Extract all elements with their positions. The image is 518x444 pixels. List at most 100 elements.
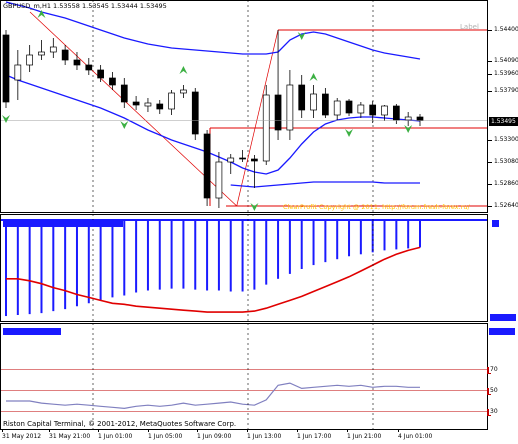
triangle-down-leg [29, 11, 237, 207]
time-axis-label: 1 Jun 17:00 [297, 433, 332, 440]
candle-bull [357, 104, 365, 114]
candle-bear [322, 93, 329, 116]
price-chart-pane[interactable]: GBPUSD_m,H1 1.53558 1.53545 1.53444 1.53… [0, 0, 518, 213]
candle-bull [227, 157, 235, 163]
time-axis-label: 1 Jun 13:00 [247, 433, 282, 440]
candle-bear [73, 59, 81, 66]
price-pane-border [0, 0, 488, 213]
signal-line [6, 246, 421, 313]
time-axis-label: 1 Jun 01:00 [98, 433, 133, 440]
candle-bull [168, 92, 175, 110]
sell-arrow-icon [2, 115, 10, 123]
sell-arrow-icon [120, 121, 129, 129]
indicator-1-canvas[interactable] [0, 214, 518, 322]
buy-arrow-icon [309, 73, 318, 81]
candle-bear [191, 91, 199, 135]
candle-bull [333, 100, 341, 116]
time-axis-tick [148, 429, 149, 432]
candle-bear [392, 105, 400, 121]
time-axis-tick [247, 429, 248, 432]
candle-bear [239, 157, 246, 160]
current-price-tag: 1.53495 [489, 116, 518, 126]
time-axis-label: 1 Jun 21:00 [347, 433, 382, 440]
sell-arrow-icon [250, 203, 259, 211]
indicator-2-pane[interactable]: 70 50 30 [0, 323, 518, 430]
candle-bull [404, 116, 412, 121]
price-scale-tick [488, 184, 492, 185]
candle-bull [286, 84, 294, 131]
candle-bull [262, 94, 270, 162]
indicator-2-canvas[interactable] [0, 323, 518, 430]
candle-bear [345, 100, 353, 114]
indicator-2-scale-mark-top [489, 328, 515, 335]
time-axis-label: 4 Jun 01:00 [398, 433, 433, 440]
level-label: 70 [489, 365, 499, 373]
time-axis-tick [398, 429, 399, 432]
price-scale-label: 1.53300 [494, 136, 518, 143]
time-axis-tick [98, 429, 99, 432]
buy-arrow-icon [37, 10, 46, 18]
time-axis-tick [347, 429, 348, 432]
time-axis-label: 1 Jun 09:00 [197, 433, 232, 440]
triangle-up-leg [236, 29, 279, 207]
time-axis-label: 31 May 21:00 [49, 433, 91, 440]
time-axis-tick [2, 429, 3, 432]
indicator-2-border [0, 323, 488, 430]
candle-bear [203, 133, 211, 199]
price-scale-label: 1.53960 [494, 70, 518, 77]
candle-bear [61, 49, 69, 61]
chart-title: GBPUSD_m,H1 1.53558 1.53545 1.53444 1.53… [3, 2, 167, 10]
candle-bull [144, 102, 152, 107]
time-axis-label: 1 Jun 05:00 [148, 433, 183, 440]
label-object[interactable]: Label [460, 23, 479, 31]
candle-bear [251, 158, 258, 162]
band-lower [230, 181, 420, 188]
price-scale-label: 1.52860 [494, 180, 518, 187]
price-scale[interactable]: 1.54400 1.54090 1.53960 1.53790 1.53300 1.530… [488, 0, 518, 213]
price-scale-tick [488, 74, 492, 75]
price-chart-canvas[interactable] [0, 0, 518, 213]
watermark-text: ClearProfit Copyright @ 2011, http://for… [283, 203, 470, 211]
price-scale-tick [488, 140, 492, 141]
time-axis-tick [197, 429, 198, 432]
candle-bear [120, 84, 128, 103]
time-axis-tick [49, 429, 50, 432]
price-scale-tick [488, 206, 492, 207]
indicator-1-tag [3, 220, 123, 227]
candle-bear [132, 101, 140, 106]
indicator-1-scale-mark-top [492, 220, 499, 227]
candle-bull [49, 46, 57, 53]
candle-bull [14, 64, 22, 81]
level-label: 50 [489, 386, 499, 394]
indicator-1-border [0, 214, 488, 322]
candle-bear [369, 104, 377, 116]
sell-arrow-icon [345, 129, 354, 137]
time-axis-tick [297, 429, 298, 432]
indicator-2-tag [3, 328, 61, 335]
band-upper [5, 1, 421, 60]
candle-bull [38, 51, 45, 56]
price-scale-label: 1.54400 [494, 26, 518, 33]
candle-bear [97, 69, 104, 79]
sell-arrow-icon [297, 32, 306, 40]
price-scale-label: 1.54090 [494, 57, 518, 64]
candle-bear [298, 84, 306, 111]
candle-bear [156, 103, 164, 110]
candle-bull [180, 89, 187, 94]
candle-bear [109, 77, 116, 86]
band-middle [5, 74, 421, 175]
price-scale-tick [488, 162, 492, 163]
price-scale-tick [488, 30, 492, 31]
time-axis[interactable]: 31 May 2012 31 May 21:00 1 Jun 01:00 1 Jun … [0, 429, 518, 444]
copyright-text: Riston Capital Terminal, © 2001-2012, Me… [3, 420, 237, 428]
price-scale-tick [488, 61, 492, 62]
candle-bear [2, 34, 10, 103]
candle-bull [381, 105, 388, 116]
indicator-1-pane[interactable] [0, 214, 518, 322]
buy-arrow-icon [179, 66, 188, 74]
candle-bear [85, 64, 93, 71]
price-scale-label: 1.52640 [494, 202, 518, 209]
candle-bull [310, 93, 317, 111]
candle-bull [26, 54, 34, 66]
